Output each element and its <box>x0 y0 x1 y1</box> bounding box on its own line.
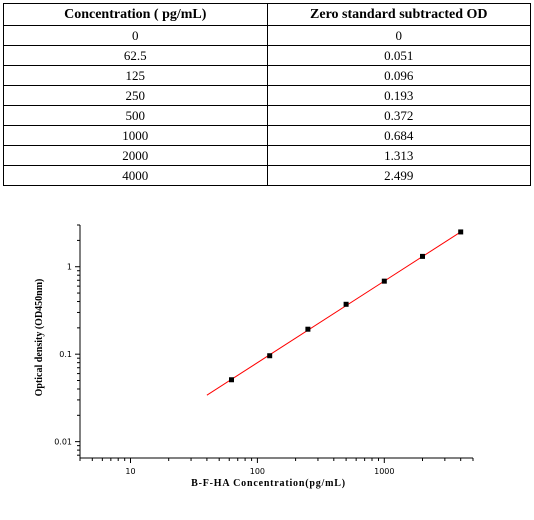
cell-od: 0 <box>266 25 531 46</box>
cell-concentration: 1000 <box>3 125 268 146</box>
table-row: 0 0 <box>3 25 531 46</box>
data-point <box>305 326 311 332</box>
x-axis-title: B-F-HA Concentration(pg/mL) <box>191 478 346 489</box>
cell-concentration: 4000 <box>3 165 268 186</box>
x-tick-label: 10 <box>125 467 135 476</box>
cell-od: 0.096 <box>266 65 531 86</box>
cell-concentration: 62.5 <box>3 45 268 66</box>
cell-concentration: 2000 <box>3 145 268 166</box>
cell-concentration: 125 <box>3 65 268 86</box>
cell-od: 0.684 <box>266 125 531 146</box>
table-row: 1000 0.684 <box>3 125 531 146</box>
x-tick-label: 1000 <box>374 467 394 476</box>
header-od: Zero standard subtracted OD <box>266 3 531 26</box>
data-point <box>228 377 234 383</box>
cell-od: 0.051 <box>266 45 531 66</box>
table-row: 2000 1.313 <box>3 145 531 166</box>
table-row: 500 0.372 <box>3 105 531 126</box>
x-tick-label: 100 <box>250 467 265 476</box>
cell-od: 0.372 <box>266 105 531 126</box>
cell-concentration: 0 <box>3 25 268 46</box>
data-point <box>267 353 273 359</box>
cell-od: 1.313 <box>266 145 531 166</box>
standard-curve-chart: 10 100 1000 0.01 0.1 1 B-F-HA Concentration(pg… <box>34 224 474 489</box>
cell-concentration: 250 <box>3 85 268 106</box>
standard-curve-table: Concentration ( pg/mL) Zero standard sub… <box>3 3 531 186</box>
table-row: 125 0.096 <box>3 65 531 86</box>
data-point <box>343 301 349 307</box>
data-point <box>458 229 464 235</box>
fit-line <box>206 231 461 396</box>
cell-od: 0.193 <box>266 85 531 106</box>
header-concentration: Concentration ( pg/mL) <box>3 3 268 26</box>
cell-od: 2.499 <box>266 165 531 186</box>
y-axis-title: Optical density (OD450nm) <box>34 279 45 397</box>
cell-concentration: 500 <box>3 105 268 126</box>
table-row: 4000 2.499 <box>3 165 531 186</box>
data-point <box>420 253 426 259</box>
data-point <box>381 278 387 284</box>
table-header-row: Concentration ( pg/mL) Zero standard sub… <box>3 3 531 26</box>
y-tick-label: 0.1 <box>59 350 72 359</box>
table-row: 62.5 0.051 <box>3 45 531 66</box>
y-tick-label: 0.01 <box>54 438 72 447</box>
table-row: 250 0.193 <box>3 85 531 106</box>
y-tick-label: 1 <box>67 263 72 272</box>
